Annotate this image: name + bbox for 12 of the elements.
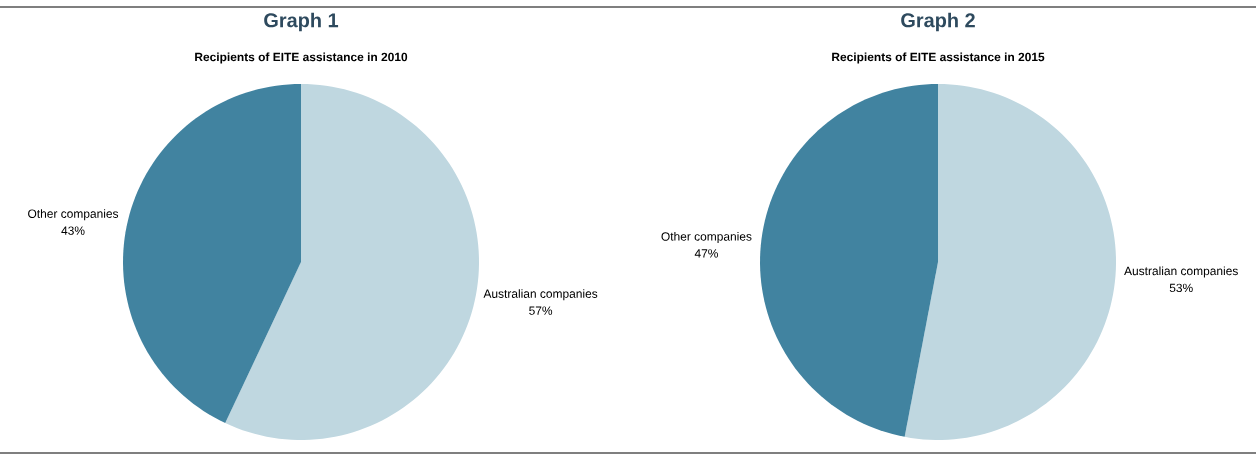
data-label: 53% bbox=[1169, 283, 1193, 293]
slice-label: Other companies bbox=[28, 209, 119, 221]
chart-title: Graph 2 bbox=[901, 12, 975, 32]
data-label: 47% bbox=[694, 249, 718, 258]
data-label: 57% bbox=[529, 306, 553, 315]
slice-label: Other companies bbox=[661, 231, 752, 244]
chart-title: Graph 1 bbox=[264, 12, 339, 32]
chart-subtitle: Recipients of EITE assistance in 2010 bbox=[195, 52, 408, 64]
chart-subtitle: Recipients of EITE assistance in 2015 bbox=[832, 52, 1045, 64]
slice-label: Australian companies bbox=[483, 289, 598, 301]
data-label: 43% bbox=[61, 226, 85, 235]
slice-label: Australian companies bbox=[1124, 266, 1238, 278]
